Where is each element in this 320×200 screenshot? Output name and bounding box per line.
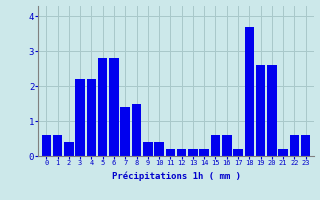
Bar (87, 79, 96, 156)
Bar (188, 149, 198, 156)
X-axis label: Précipitations 1h ( mm ): Précipitations 1h ( mm ) (111, 172, 241, 181)
Bar (278, 149, 288, 156)
Bar (244, 27, 254, 156)
Bar (53, 135, 62, 156)
Bar (64, 142, 74, 156)
Bar (177, 149, 187, 156)
Bar (75, 79, 85, 156)
Bar (301, 135, 310, 156)
Bar (199, 149, 209, 156)
Bar (154, 142, 164, 156)
Bar (267, 65, 277, 156)
Bar (143, 142, 153, 156)
Bar (233, 149, 243, 156)
Bar (222, 135, 232, 156)
Bar (120, 107, 130, 156)
Bar (42, 135, 51, 156)
Bar (256, 65, 265, 156)
Bar (98, 58, 108, 156)
Bar (109, 58, 119, 156)
Bar (290, 135, 299, 156)
Bar (211, 135, 220, 156)
Bar (132, 104, 141, 156)
Bar (165, 149, 175, 156)
